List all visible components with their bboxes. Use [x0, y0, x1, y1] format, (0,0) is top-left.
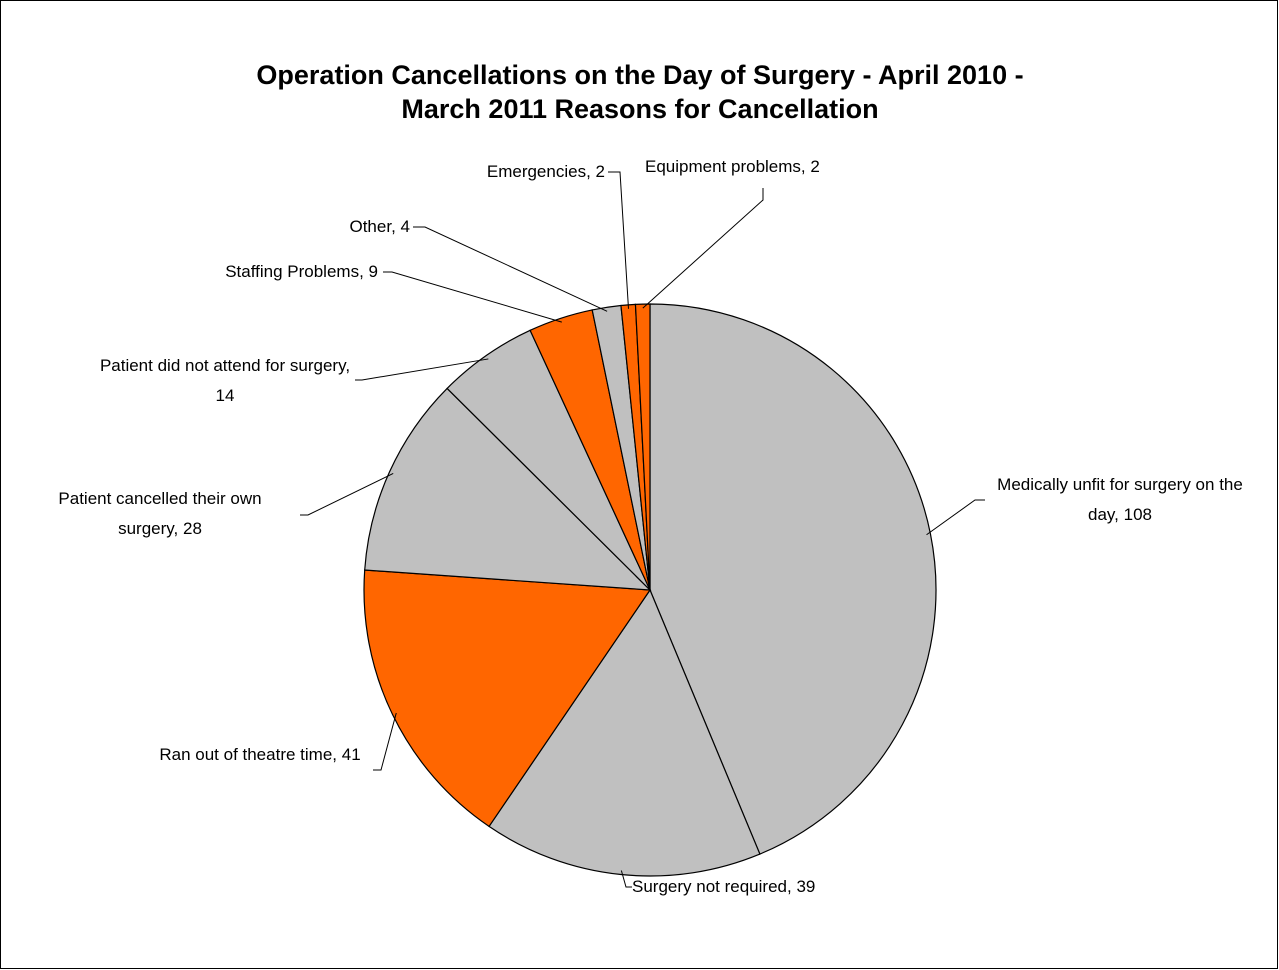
leader-line [608, 171, 629, 309]
data-label: Surgery not required, 39 [632, 872, 912, 902]
data-label: Other, 4 [200, 212, 410, 242]
pie-slice [364, 387, 652, 591]
leader-line [926, 499, 985, 536]
label-value: 4 [400, 217, 410, 236]
pie-slice [649, 303, 937, 855]
label-category: Emergencies, [486, 162, 591, 181]
label-value: 108 [1123, 505, 1152, 524]
data-label: Patient did not attend for surgery, 14 [90, 351, 360, 411]
data-label: Equipment problems, 2 [645, 152, 905, 182]
chart-title: Operation Cancellations on the Day of Su… [256, 60, 1024, 124]
label-category: Surgery not required, [632, 877, 792, 896]
leader-line [355, 358, 489, 381]
label-category: Patient did not attend for surgery, [99, 356, 351, 375]
leader-line [383, 271, 562, 323]
label-category: Ran out of theatre time, [159, 745, 337, 764]
label-value: 9 [368, 262, 378, 281]
pie-slice [363, 569, 652, 828]
data-label: Emergencies, 2 [395, 157, 605, 187]
data-label: Ran out of theatre time, 41 [140, 740, 380, 770]
label-category: Medically unfit for surgery on the day, [997, 475, 1243, 524]
label-value: 2 [810, 157, 820, 176]
label-category: Patient cancelled their own surgery, [58, 489, 262, 538]
label-value: 41 [341, 745, 361, 764]
leader-line [300, 472, 394, 516]
label-category: Staffing Problems, [225, 262, 364, 281]
label-category: Equipment problems, [645, 157, 806, 176]
leader-line [642, 188, 764, 309]
pie-slice [488, 588, 761, 877]
label-category: Other, [349, 217, 396, 236]
data-label: Staffing Problems, 9 [138, 257, 378, 287]
label-value: 28 [182, 519, 202, 538]
leader-line [413, 226, 608, 312]
leader-line [373, 712, 397, 771]
label-value: 2 [595, 162, 605, 181]
data-label: Medically unfit for surgery on the day, … [985, 470, 1255, 530]
pie-slice [634, 303, 651, 591]
leader-line [620, 870, 632, 888]
data-label: Patient cancelled their own surgery, 28 [45, 484, 275, 544]
label-value: 14 [215, 386, 235, 405]
label-value: 39 [796, 877, 816, 896]
